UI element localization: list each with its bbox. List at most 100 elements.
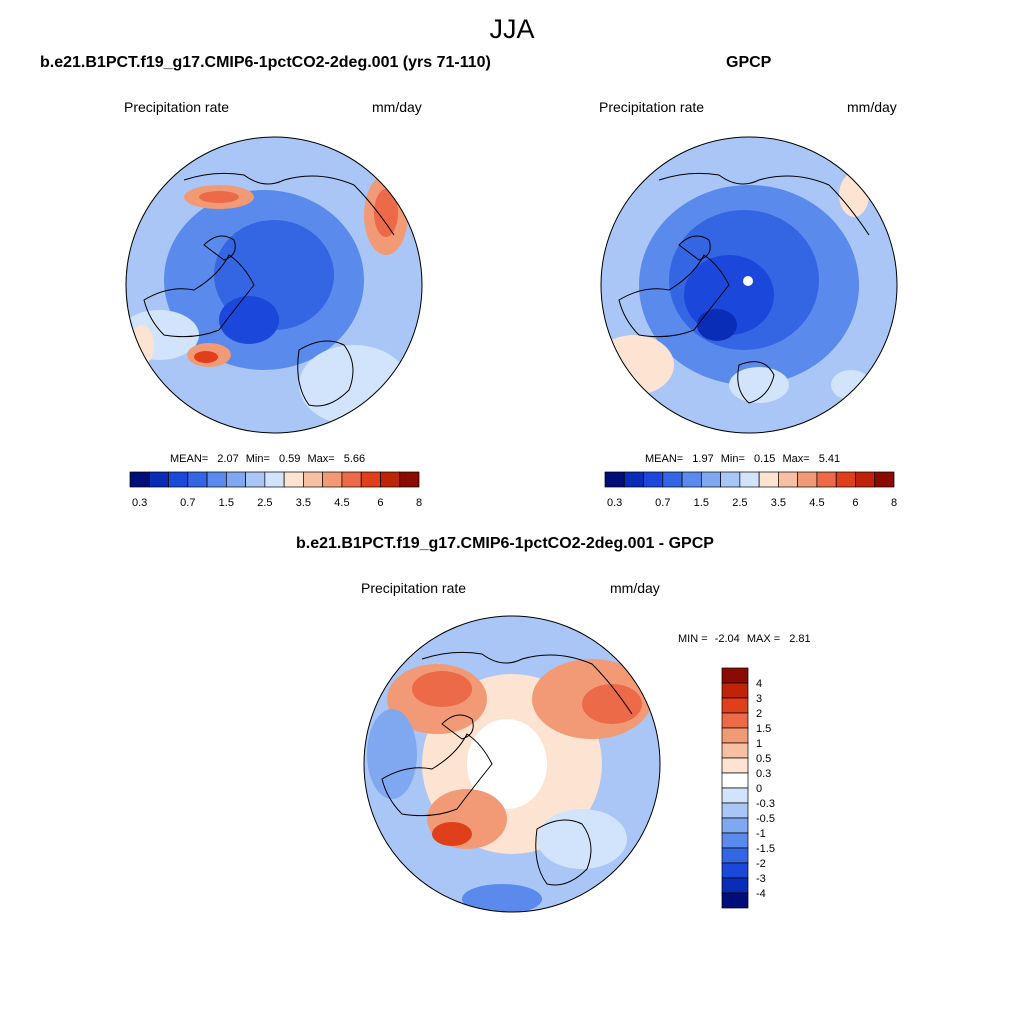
model-colorbar-box — [187, 471, 208, 488]
model-colorbar-box — [264, 471, 285, 488]
diff-colorbar-box — [721, 757, 749, 774]
model-colorbar-tick-label: 0.3 — [132, 497, 147, 509]
model-colorbar-box — [322, 471, 343, 488]
diff-colorbar-box — [721, 847, 749, 864]
obs-panel-title: GPCP — [726, 54, 772, 71]
model-colorbar: 0.3 0.7 1.5 2.5 3.5 4.5 6 8 — [129, 471, 422, 509]
obs-colorbar-box — [662, 471, 683, 488]
diff-panel-title: b.e21.B1PCT.f19_g17.CMIP6-1pctCO2-2deg.0… — [296, 535, 714, 552]
diff-min-label: MIN = — [678, 633, 708, 645]
diff-colorbar-tick-label: -3 — [756, 873, 766, 885]
model-colorbar-tick-label: 2.5 — [257, 497, 272, 509]
obs-colorbar-box — [604, 471, 625, 488]
obs-units-label: mm/day — [847, 99, 897, 115]
diff-colorbar-tick-label: -4 — [756, 888, 766, 900]
model-colorbar-box — [225, 471, 246, 488]
model-colorbar-box — [380, 471, 401, 488]
diff-colorbar-box — [721, 817, 749, 834]
diff-colorbar-box — [721, 742, 749, 759]
obs-colorbar-tick-label: 0.3 — [607, 497, 622, 509]
model-colorbar-tick-label: 8 — [416, 497, 422, 509]
model-colorbar-box — [341, 471, 362, 488]
diff-colorbar-tick-label: 4 — [756, 678, 762, 690]
model-mean-label: MEAN= — [170, 453, 209, 465]
diff-stats: MIN = -2.04 MAX = 2.81 — [678, 633, 811, 645]
obs-colorbar-box — [623, 471, 644, 488]
model-variable-label: Precipitation rate — [124, 99, 230, 115]
diff-colorbar-box — [721, 682, 749, 699]
diff-colorbar-box — [721, 667, 749, 684]
diff-colorbar-tick-label: -2 — [756, 858, 766, 870]
obs-mean-label: MEAN= — [645, 453, 684, 465]
obs-colorbar-tick-label: 0.7 — [655, 497, 670, 509]
obs-colorbar-tick-label: 4.5 — [809, 497, 824, 509]
diff-colorbar-box — [721, 802, 749, 819]
diff-colorbar-box — [721, 787, 749, 804]
model-colorbar-box — [206, 471, 227, 488]
obs-colorbar-tick-label: 2.5 — [732, 497, 747, 509]
obs-colorbar-tick-label: 6 — [852, 497, 858, 509]
model-colorbar-box — [399, 471, 420, 488]
model-colorbar-box — [168, 471, 189, 488]
obs-colorbar-box — [816, 471, 837, 488]
diff-colorbar-box — [721, 712, 749, 729]
diff-colorbar-tick-label: 0.3 — [756, 768, 771, 780]
season-title: JJA — [489, 14, 535, 44]
obs-colorbar-box — [758, 471, 779, 488]
diff-colorbar: 4 3 2 1.5 1 0.5 0.3 0 -0.3 -0.5 -1 -1.5 -2 -3 -4 — [721, 667, 775, 909]
model-colorbar-tick-label: 1.5 — [219, 497, 234, 509]
model-colorbar-tick-label: 6 — [377, 497, 383, 509]
diff-variable-label: Precipitation rate — [361, 580, 467, 596]
obs-stats: MEAN= 1.97 Min= 0.15 Max= 5.41 — [645, 453, 840, 465]
diff-colorbar-box — [721, 772, 749, 789]
diff-polar-map — [363, 615, 661, 913]
model-colorbar-tick-label: 4.5 — [334, 497, 349, 509]
obs-max-label: Max= — [782, 453, 810, 465]
diff-colorbar-tick-label: 2 — [756, 708, 762, 720]
diff-colorbar-tick-label: 0 — [756, 783, 762, 795]
diff-colorbar-tick-label: -1 — [756, 828, 766, 840]
obs-colorbar-tick-label: 8 — [891, 497, 897, 509]
diff-colorbar-tick-label: -0.5 — [756, 813, 775, 825]
diff-colorbar-box — [721, 877, 749, 894]
model-min-label: Min= — [245, 453, 270, 465]
model-mean-value: 2.07 — [217, 453, 239, 465]
diff-colorbar-box — [721, 697, 749, 714]
obs-mean-value: 1.97 — [692, 453, 714, 465]
diff-colorbar-box — [721, 862, 749, 879]
diff-max-label: MAX = — [746, 633, 781, 645]
obs-variable-label: Precipitation rate — [599, 99, 705, 115]
model-colorbar-box — [303, 471, 324, 488]
diff-units-label: mm/day — [610, 580, 660, 596]
obs-colorbar-box — [681, 471, 702, 488]
obs-min-value: 0.15 — [753, 453, 776, 465]
obs-colorbar-box — [720, 471, 741, 488]
obs-colorbar-tick-label: 1.5 — [694, 497, 709, 509]
obs-colorbar-box — [739, 471, 760, 488]
diff-min-value: -2.04 — [714, 633, 740, 645]
obs-colorbar-box — [778, 471, 799, 488]
model-colorbar-box — [283, 471, 304, 488]
obs-max-value: 5.41 — [818, 453, 841, 465]
obs-colorbar-tick-label: 3.5 — [771, 497, 786, 509]
obs-colorbar-box — [700, 471, 721, 488]
obs-polar-map — [600, 136, 898, 434]
model-max-value: 5.66 — [343, 453, 366, 465]
obs-colorbar-box — [797, 471, 818, 488]
obs-colorbar-box — [855, 471, 876, 488]
model-colorbar-box — [129, 471, 150, 488]
obs-colorbar-box — [643, 471, 664, 488]
model-polar-map — [125, 136, 423, 434]
model-colorbar-box — [245, 471, 266, 488]
diff-colorbar-tick-label: 1 — [756, 738, 762, 750]
model-panel-title: b.e21.B1PCT.f19_g17.CMIP6-1pctCO2-2deg.0… — [40, 54, 491, 71]
diff-colorbar-tick-label: -1.5 — [756, 843, 775, 855]
diff-colorbar-box — [721, 892, 749, 909]
diff-colorbar-tick-label: 0.5 — [756, 753, 771, 765]
obs-colorbar-box — [874, 471, 895, 488]
model-min-value: 0.59 — [278, 453, 301, 465]
model-colorbar-tick-label: 0.7 — [180, 497, 195, 509]
diff-colorbar-box — [721, 832, 749, 849]
model-units-label: mm/day — [372, 99, 422, 115]
obs-colorbar: 0.3 0.7 1.5 2.5 3.5 4.5 6 8 — [604, 471, 897, 509]
